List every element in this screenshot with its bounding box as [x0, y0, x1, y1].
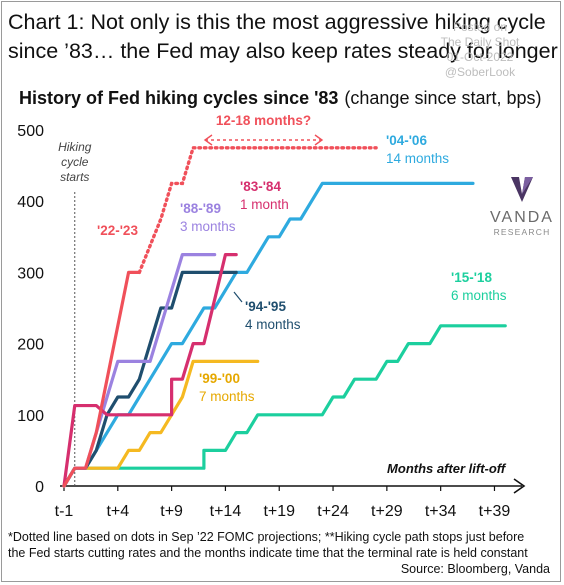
watermark-line-2: The Daily Shot — [440, 35, 520, 49]
y-tick-label: 200 — [17, 337, 44, 354]
chart-title-main: History of Fed hiking cycles since '83 — [19, 88, 338, 108]
series-line-projection — [137, 146, 378, 275]
page-title: Chart 1: Not only is this the most aggre… — [8, 8, 558, 66]
axes: 0 100 200 300 400 500 t-1 t+4 t+9 t+14 t+19 t+24 t+2… — [17, 123, 526, 520]
series-label: 4 months — [245, 317, 301, 332]
series-label: '04-'06 — [386, 133, 427, 148]
series-label: '94-'95 — [245, 299, 286, 314]
vanda-logo: VANDA RESEARCH — [482, 174, 562, 237]
title-line-1: Chart 1: Not only is this the most aggre… — [8, 10, 546, 34]
x-tick-label: t-1 — [55, 503, 74, 520]
arrow-right-icon — [314, 134, 324, 146]
x-tick-label: t+14 — [210, 503, 242, 520]
series-line — [62, 359, 260, 488]
series-line — [62, 181, 475, 488]
series-label-pointer — [233, 291, 243, 303]
x-tick-label: t+34 — [425, 503, 457, 520]
y-tick-label: 400 — [17, 194, 44, 211]
watermark: Posted on The Daily Shot 01-Oct-2022 @So… — [425, 20, 535, 80]
series-label: 1 month — [240, 197, 289, 212]
x-tick-label: t+19 — [263, 503, 295, 520]
series-lines — [62, 146, 507, 488]
logo-name: VANDA — [490, 209, 554, 226]
source-note: Source: Bloomberg, Vanda — [400, 562, 550, 576]
y-tick-label: 300 — [17, 265, 44, 282]
x-axis-title: Months after lift-off — [387, 461, 507, 476]
title-line-2: since ’83… the Fed may also keep rates s… — [8, 39, 558, 63]
annotation-label: 12-18 months? — [216, 113, 311, 128]
y-tick-label: 100 — [17, 408, 44, 425]
x-tick-label: t+4 — [106, 503, 129, 520]
chart-title: History of Fed hiking cycles since '83 (… — [19, 88, 542, 108]
series-line — [62, 270, 238, 488]
footnote: *Dotted line based on dots in Sep ’22 FO… — [8, 529, 556, 577]
series-label: '22-'23 — [97, 223, 138, 238]
x-axis-arrow-icon — [513, 478, 526, 494]
start-marker-label: starts — [60, 170, 89, 184]
x-tick-label: t+39 — [479, 503, 511, 520]
chart-title-suffix: (change since start, bps) — [344, 88, 541, 108]
watermark-line-3: 01-Oct-2022 — [446, 50, 514, 64]
x-tick-label: t+29 — [371, 503, 403, 520]
footnote-line-2: the Fed starts cutting rates and the mon… — [8, 546, 528, 560]
series-label: '88-'89 — [180, 201, 221, 216]
series-label: '99-'00 — [199, 371, 240, 386]
series-label: 7 months — [199, 389, 255, 404]
x-tick-label: t+9 — [160, 503, 183, 520]
start-marker-label: Hiking — [58, 140, 92, 154]
series-line — [62, 270, 141, 488]
series-label: 3 months — [180, 219, 236, 234]
y-tick-label: 0 — [35, 479, 44, 496]
series-line — [62, 324, 507, 488]
series-label: 6 months — [451, 288, 507, 303]
start-marker-label: cycle — [61, 155, 89, 169]
series-labels: '22-'23 '83-'84 1 month '88-'89 3 months '94-… — [97, 133, 507, 404]
series-label: 14 months — [386, 151, 449, 166]
watermark-line-4: @SoberLook — [444, 65, 516, 79]
chart-svg: History of Fed hiking cycles since '83 (… — [17, 88, 542, 520]
series-label: '83-'84 — [240, 179, 281, 194]
annotations: 12-18 months? — [203, 113, 324, 146]
series-line — [62, 253, 238, 488]
logo-sub: RESEARCH — [493, 227, 551, 237]
y-tick-label: 500 — [17, 123, 44, 140]
vanda-logo-mark-icon — [511, 177, 533, 202]
arrow-left-icon — [203, 134, 213, 146]
footnote-line-1: *Dotted line based on dots in Sep ’22 FO… — [8, 530, 525, 544]
series-label: '15-'18 — [451, 270, 492, 285]
x-tick-label: t+24 — [317, 503, 349, 520]
watermark-line-1: Posted on — [452, 20, 508, 34]
